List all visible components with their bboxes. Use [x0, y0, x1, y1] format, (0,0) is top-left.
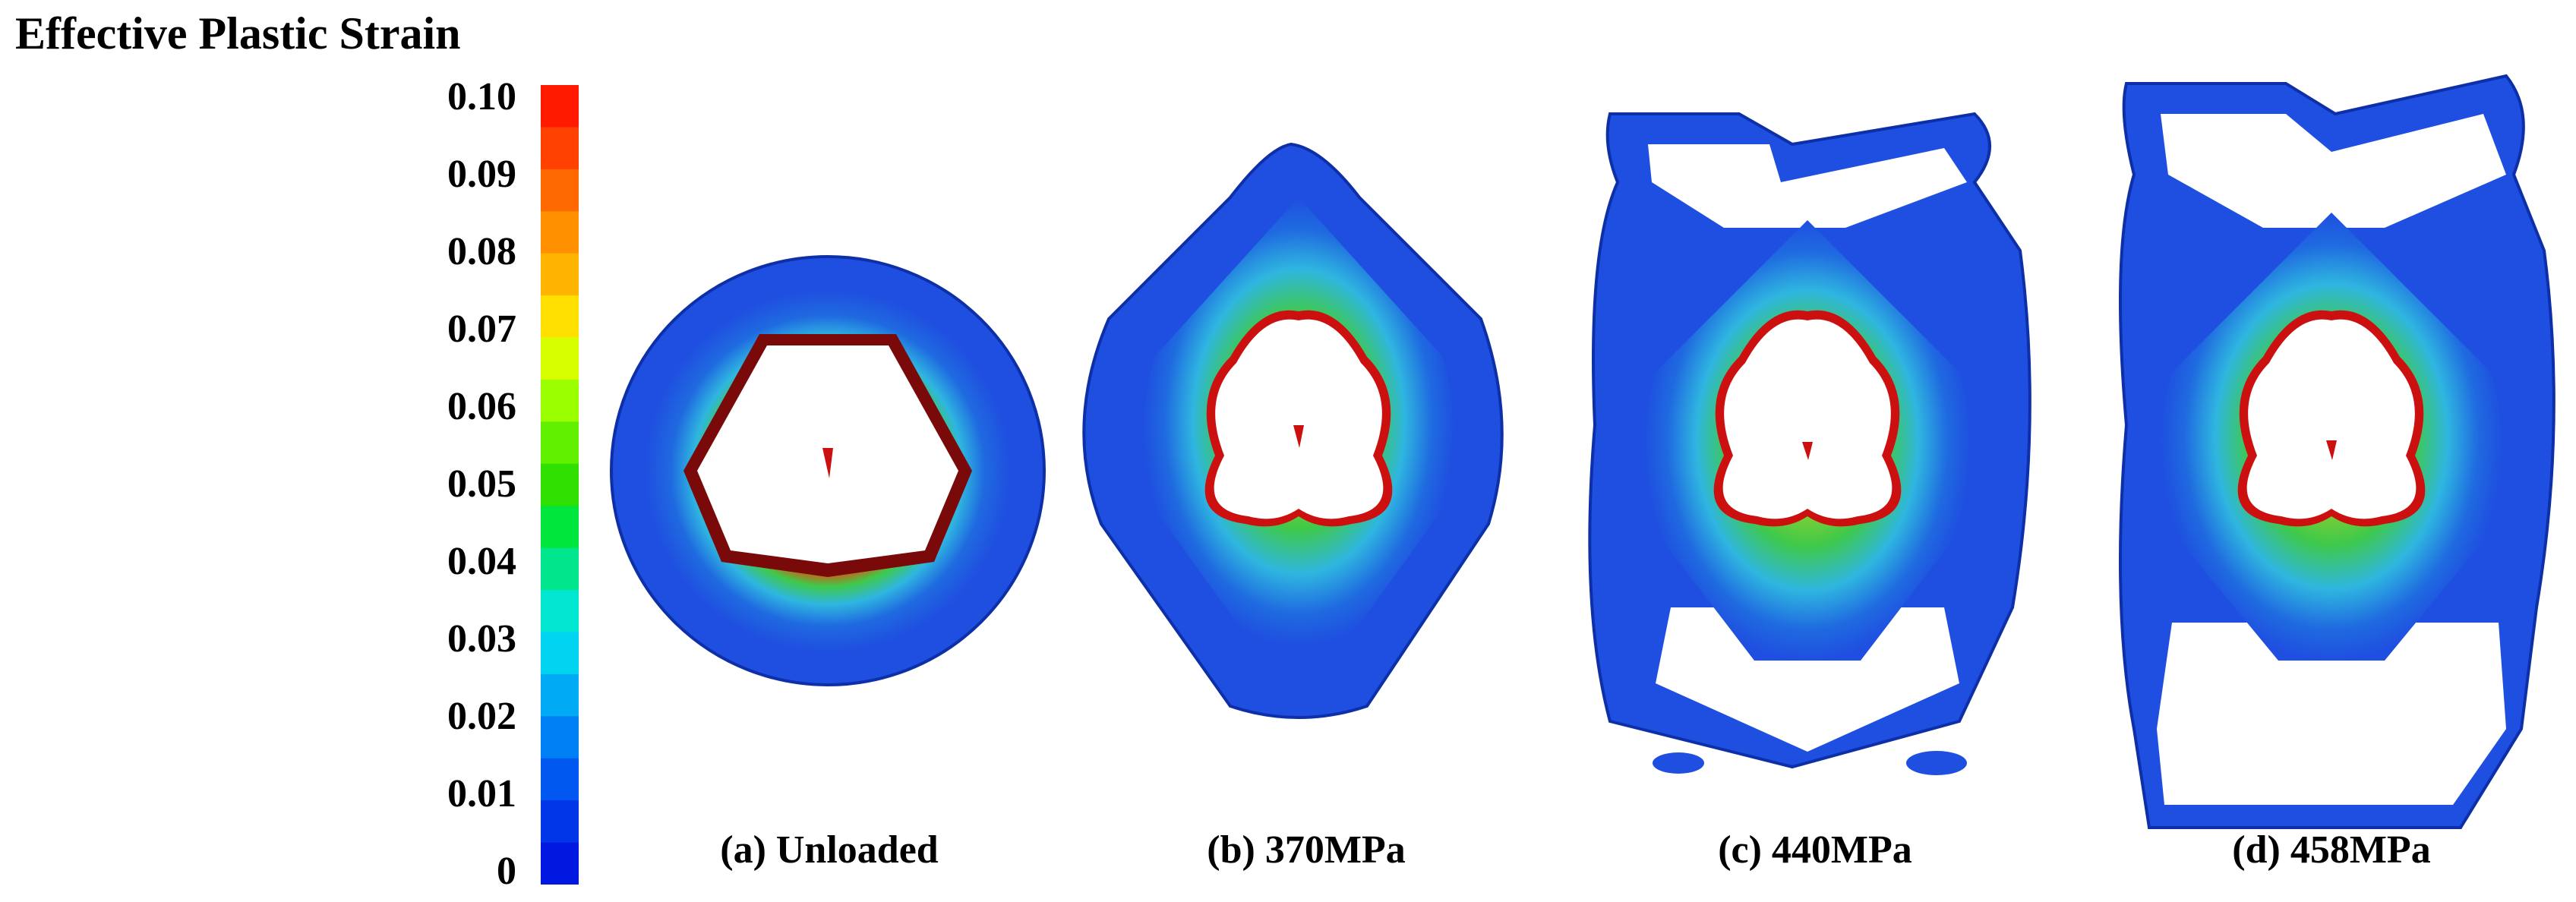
legend-tick-label: 0.05 — [447, 462, 516, 506]
panel-a-unloaded-contour — [610, 255, 1046, 686]
colorbar-band — [541, 716, 579, 759]
legend-tick-label: 0.01 — [447, 772, 516, 815]
legend-tick-label: 0.06 — [447, 385, 516, 428]
colorbar-band — [541, 295, 579, 339]
colorbar-band — [541, 506, 579, 549]
panel-label-b: (b) 370MPa — [1207, 828, 1406, 872]
colorbar-band — [541, 463, 579, 506]
colorbar-band — [541, 379, 579, 422]
colorbar-band — [541, 547, 579, 591]
legend-tick-label: 0.03 — [447, 617, 516, 661]
colorbar-band — [541, 85, 579, 128]
colorbar-band — [541, 337, 579, 380]
colorbar-band — [541, 590, 579, 633]
colorbar-band — [541, 169, 579, 212]
panel-label-a: (a) Unloaded — [720, 828, 939, 872]
colorbar-band — [541, 800, 579, 844]
legend-tick-label: 0.04 — [447, 540, 516, 583]
legend-tick-label: 0 — [497, 850, 516, 893]
colorbar-band — [541, 127, 579, 170]
colorbar-band — [541, 253, 579, 296]
legend-tick-label: 0.07 — [447, 308, 516, 351]
colorbar — [541, 85, 579, 885]
colorbar-band — [541, 421, 579, 465]
panel-b-370mpa-contour — [1082, 142, 1504, 719]
panel-c-440mpa-contour — [1588, 112, 2031, 775]
panel-label-c: (c) 440MPa — [1718, 828, 1912, 872]
colorbar-band — [541, 758, 579, 801]
legend-title: Effective Plastic Strain — [15, 8, 461, 58]
legend-tick-label: 0.02 — [447, 695, 516, 738]
colorbar-band — [541, 211, 579, 254]
panel-label-d: (d) 458MPa — [2232, 828, 2431, 872]
colorbar-band — [541, 632, 579, 675]
legend-tick-label: 0.10 — [447, 75, 516, 118]
colorbar-band — [541, 842, 579, 885]
legend-tick-label: 0.09 — [447, 153, 516, 196]
legend-tick-label: 0.08 — [447, 230, 516, 273]
colorbar-band — [541, 673, 579, 717]
panel-d-458mpa-contour — [2119, 74, 2555, 829]
